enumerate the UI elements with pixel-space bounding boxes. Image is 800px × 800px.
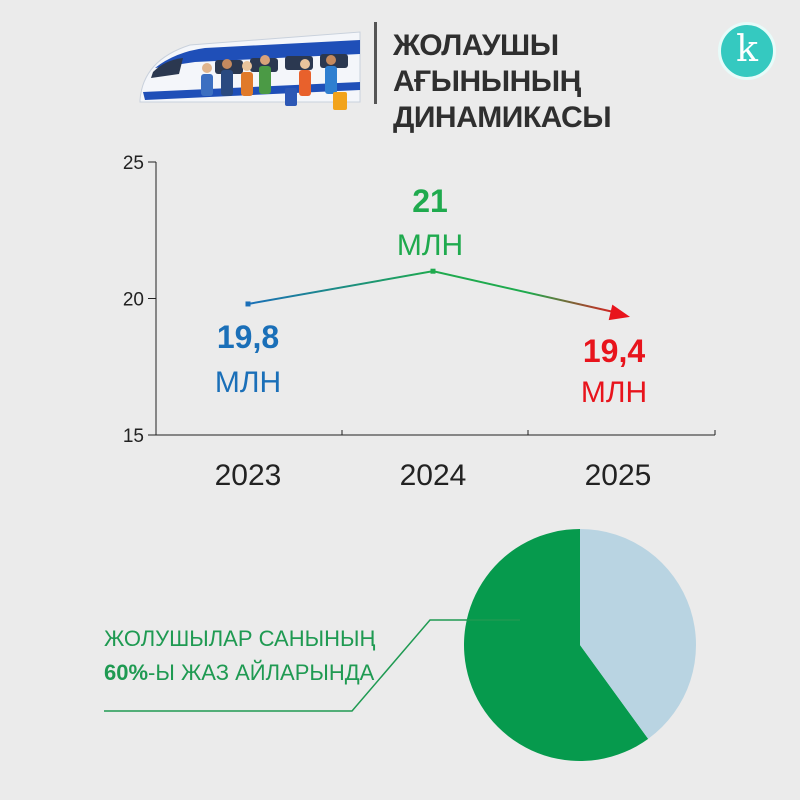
data-unit-label: МЛН: [397, 229, 463, 262]
y-tick-label: 25: [123, 153, 144, 174]
logo-k-icon: k: [718, 22, 776, 80]
data-point: [430, 268, 436, 274]
header-divider: [374, 22, 377, 104]
pie-slice-other: [580, 529, 696, 739]
series-arrow-head: [608, 304, 630, 321]
data-labels: 19,8 МЛН 21 МЛН 19,4 МЛН: [215, 183, 647, 409]
pie-caption-rest: -Ы ЖАЗ АЙЛАРЫНДА: [148, 660, 375, 685]
y-ticks: 25 20 15: [123, 153, 156, 447]
x-tick-label: 2024: [400, 459, 467, 492]
summer-share-pie-chart: [464, 529, 696, 761]
passenger-line-chart: 25 20 15 2023 2024 2025 19,8 МЛН 21 МЛН 19,4 МЛН: [123, 153, 716, 492]
x-tick-label: 2025: [585, 459, 652, 492]
pie-caption-line-1: ЖОЛУШЫЛАР САНЫНЫҢ: [104, 626, 376, 651]
page-title: ЖОЛАУШЫ АҒЫНЫНЫҢ ДИНАМИКАСЫ: [393, 28, 733, 136]
pie-caption: ЖОЛУШЫЛАР САНЫНЫҢ 60%-Ы ЖАЗ АЙЛАРЫНДА: [104, 622, 424, 690]
x-tick-label: 2023: [215, 459, 282, 492]
train-illustration: [139, 31, 361, 110]
data-unit-label: МЛН: [581, 376, 647, 409]
passengers-icon: [201, 55, 347, 110]
page-title-line-1: ЖОЛАУШЫ: [393, 29, 559, 62]
y-tick-label: 15: [123, 426, 144, 447]
pie-caption-line-2: 60%-Ы ЖАЗ АЙЛАРЫНДА: [104, 656, 424, 690]
y-tick-label: 20: [123, 290, 144, 311]
data-unit-label: МЛН: [215, 366, 281, 399]
data-value-label: 19,8: [217, 319, 279, 355]
data-value-label: 21: [412, 183, 448, 219]
pie-caption-percent: 60%: [104, 660, 149, 685]
x-ticks: 2023 2024 2025: [215, 430, 716, 492]
pie-slice-summer: [464, 529, 649, 761]
data-value-label: 19,4: [583, 333, 645, 369]
data-points: [245, 268, 436, 307]
page-title-line-2: АҒЫНЫНЫҢ ДИНАМИКАСЫ: [393, 65, 612, 134]
data-point: [245, 301, 251, 307]
